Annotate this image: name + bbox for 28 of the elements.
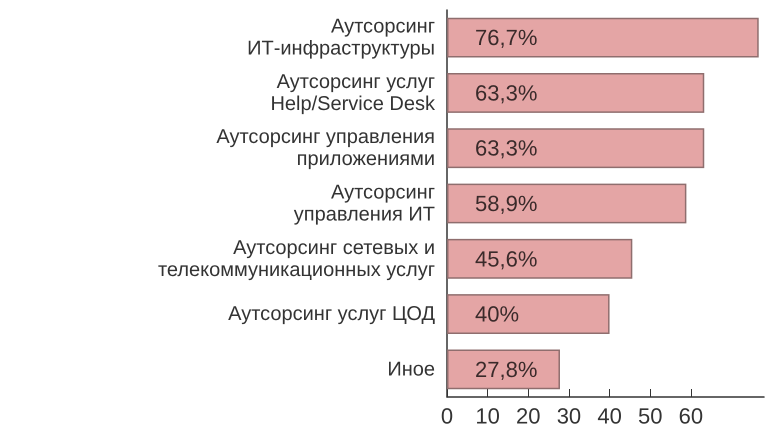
y-tick-label: Аутсорсинг сетевых и телекоммуникационных услуг [158, 236, 435, 281]
y-tick-label: Аутсорсинг услуг Help/Service Desk [270, 70, 436, 115]
bar [447, 349, 560, 390]
y-tick-label: Аутсорсинг ИТ-инфраструктуры [247, 16, 435, 60]
x-tick-label: 30 [556, 404, 582, 428]
y-tick-label: Аутсорсинг услуг ЦОД [228, 303, 436, 326]
bar [447, 238, 632, 279]
x-tick-label: 40 [597, 404, 622, 428]
bar [447, 73, 704, 113]
bar [447, 128, 704, 168]
bar [447, 294, 610, 334]
data-label: 40% [475, 302, 520, 327]
x-tick-label: 0 [440, 404, 454, 428]
bar [447, 18, 759, 58]
bar [447, 184, 686, 224]
data-label: 76,7% [475, 25, 538, 50]
y-tick-label: Иное [387, 358, 435, 380]
data-label: 45,6% [475, 246, 538, 272]
x-tick-label: 20 [516, 404, 541, 428]
data-label: 63,3% [475, 136, 538, 161]
x-tick-label: 60 [678, 404, 704, 428]
x-tick-label: 10 [475, 404, 500, 428]
data-label: 63,3% [475, 80, 538, 106]
data-label: 58,9% [475, 191, 538, 216]
y-tick-label: Аутсорсинг управления ИТ [294, 182, 435, 226]
data-label: 27,8% [475, 356, 538, 382]
x-tick-label: 50 [638, 404, 662, 428]
y-tick-label: Аутсорсинг управления приложениями [216, 126, 435, 170]
